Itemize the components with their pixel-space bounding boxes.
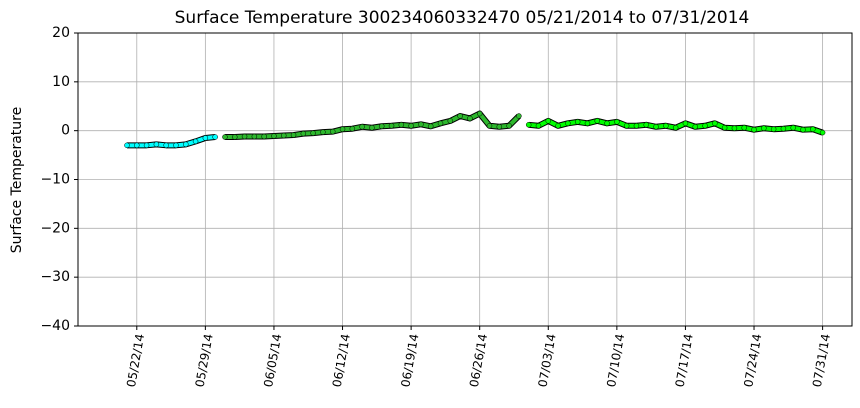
data-point (437, 120, 444, 127)
data-point (486, 123, 493, 129)
data-point (604, 120, 610, 127)
data-point (623, 123, 630, 129)
data-point (153, 141, 160, 148)
y-tick-label: −40 (40, 318, 70, 334)
plot-frame (77, 32, 853, 327)
x-tick-label: 07/03/14 (536, 333, 559, 389)
data-point (232, 134, 238, 140)
x-tick-label: 06/12/14 (330, 333, 353, 389)
data-point (790, 124, 796, 131)
data-point (388, 123, 395, 129)
data-point (506, 123, 512, 129)
data-point (761, 125, 767, 131)
data-point (183, 141, 189, 148)
data-point (241, 133, 248, 140)
data-point (192, 138, 199, 145)
y-axis-label: Surface Temperature (9, 107, 25, 253)
data-point (516, 113, 522, 119)
x-tick-label: 06/05/14 (261, 333, 284, 389)
y-tick-label: −30 (40, 269, 70, 285)
data-point (163, 142, 169, 149)
data-point (143, 142, 150, 149)
data-point (251, 133, 258, 140)
x-tick-label: 05/22/14 (124, 333, 147, 389)
data-point (653, 124, 659, 130)
data-point (810, 126, 816, 132)
y-tick-label: 10 (52, 74, 70, 90)
data-point (751, 126, 757, 133)
data-point (555, 123, 561, 129)
y-tick-label: −20 (40, 220, 70, 236)
data-point (496, 124, 503, 130)
data-point (349, 125, 356, 132)
data-point (124, 142, 130, 149)
x-tick-label: 05/29/14 (193, 333, 216, 389)
x-tick-label: 07/10/14 (604, 333, 627, 389)
data-point (310, 130, 316, 136)
data-point (643, 122, 650, 128)
data-point (329, 128, 336, 135)
data-point (261, 133, 267, 140)
data-point (682, 120, 689, 127)
data-point (271, 133, 277, 139)
data-point (222, 134, 228, 140)
data-point (418, 121, 424, 128)
y-tick-label: 0 (61, 123, 70, 139)
data-point (702, 123, 708, 129)
data-point (565, 120, 571, 127)
data-point (300, 130, 307, 137)
data-point (369, 124, 375, 131)
data-point (212, 134, 218, 140)
data-point (202, 135, 209, 141)
x-tick-label: 07/24/14 (741, 333, 764, 389)
data-point (584, 120, 591, 127)
data-point (320, 129, 326, 135)
data-point (427, 123, 434, 130)
data-point (476, 110, 483, 117)
data-point (467, 115, 473, 122)
data-point (633, 123, 640, 129)
data-point (780, 125, 787, 132)
data-point (378, 123, 385, 130)
data-point (692, 124, 698, 130)
data-point (614, 119, 620, 125)
data-point (339, 126, 346, 132)
data-point (447, 118, 454, 124)
chart-title: Surface Temperature 300234060332470 05/2… (175, 8, 750, 28)
x-tick-label: 07/17/14 (673, 333, 696, 389)
data-point (398, 122, 405, 128)
data-point (290, 132, 297, 138)
x-tick-label: 06/26/14 (467, 333, 490, 389)
data-point (741, 124, 747, 131)
data-point (134, 142, 140, 149)
data-point (408, 123, 414, 129)
x-tick-label: 06/19/14 (398, 333, 421, 389)
data-point (594, 118, 601, 124)
data-point (819, 129, 826, 136)
x-tick-label: 07/31/14 (810, 333, 833, 389)
data-point (173, 142, 179, 149)
data-point (770, 126, 777, 132)
data-point (535, 123, 542, 129)
data-point (545, 118, 552, 124)
data-point (712, 120, 718, 127)
y-tick-label: −10 (40, 172, 70, 188)
data-point (663, 123, 669, 129)
data-point (574, 119, 581, 125)
data-point (280, 132, 287, 139)
data-point (672, 124, 679, 131)
y-tick-label: 20 (52, 25, 70, 41)
data-point (457, 113, 463, 119)
series-line (126, 135, 216, 148)
data-point (721, 124, 728, 131)
data-point (731, 125, 738, 131)
data-point (525, 122, 532, 128)
data-point (359, 124, 365, 130)
data-point (800, 126, 806, 133)
